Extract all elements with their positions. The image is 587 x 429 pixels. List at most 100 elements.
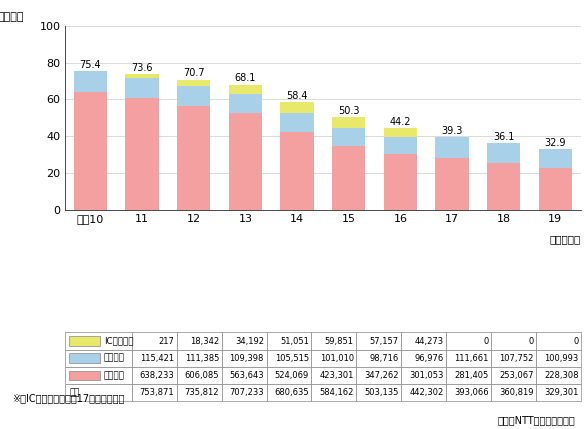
Text: 228,308: 228,308 xyxy=(544,371,579,380)
Bar xyxy=(266,332,312,350)
Bar xyxy=(73,92,107,210)
Text: 109,398: 109,398 xyxy=(230,354,264,363)
Bar xyxy=(356,332,402,350)
Text: 0: 0 xyxy=(573,337,579,345)
Bar xyxy=(131,384,177,401)
Bar xyxy=(536,332,581,350)
Bar xyxy=(222,384,266,401)
Bar xyxy=(125,98,159,210)
Text: 111,385: 111,385 xyxy=(185,354,219,363)
Text: 73.6: 73.6 xyxy=(131,63,153,73)
Text: 253,067: 253,067 xyxy=(499,371,534,380)
Bar xyxy=(402,332,446,350)
Bar xyxy=(312,350,356,367)
Bar xyxy=(536,367,581,384)
Bar xyxy=(266,367,312,384)
Text: 59,851: 59,851 xyxy=(325,337,354,345)
Text: 57,157: 57,157 xyxy=(370,337,399,345)
Text: アナログ: アナログ xyxy=(104,371,125,380)
Text: 347,262: 347,262 xyxy=(365,371,399,380)
Bar xyxy=(131,367,177,384)
Text: 115,421: 115,421 xyxy=(140,354,174,363)
Text: 105,515: 105,515 xyxy=(275,354,309,363)
Bar xyxy=(266,350,312,367)
Text: 68.1: 68.1 xyxy=(235,73,256,83)
Bar xyxy=(177,332,222,350)
Text: 735,812: 735,812 xyxy=(184,388,219,397)
Text: 111,661: 111,661 xyxy=(454,354,488,363)
Text: 503,135: 503,135 xyxy=(365,388,399,397)
Bar xyxy=(222,350,266,367)
Text: 393,066: 393,066 xyxy=(454,388,488,397)
Bar xyxy=(536,350,581,367)
Bar xyxy=(65,332,131,350)
Bar xyxy=(356,384,402,401)
Text: 96,976: 96,976 xyxy=(414,354,444,363)
Bar xyxy=(280,113,314,132)
Text: 44.2: 44.2 xyxy=(390,117,411,127)
Text: ※　ICカード型は平成17年度末で終了: ※ ICカード型は平成17年度末で終了 xyxy=(12,393,124,403)
Bar xyxy=(125,74,159,78)
Text: 707,233: 707,233 xyxy=(230,388,264,397)
Text: 東・西NTT資料により作成: 東・西NTT資料により作成 xyxy=(498,416,575,426)
Text: 58.4: 58.4 xyxy=(286,91,308,101)
Bar xyxy=(228,85,262,94)
Bar xyxy=(177,367,222,384)
Text: 563,643: 563,643 xyxy=(230,371,264,380)
Bar xyxy=(69,353,100,363)
Text: 98,716: 98,716 xyxy=(370,354,399,363)
Bar xyxy=(69,336,100,346)
Bar xyxy=(538,149,572,168)
Text: 638,233: 638,233 xyxy=(139,371,174,380)
Text: 44,273: 44,273 xyxy=(414,337,444,345)
Bar xyxy=(538,168,572,210)
Text: 423,301: 423,301 xyxy=(319,371,354,380)
Bar xyxy=(332,146,366,210)
Bar xyxy=(435,158,469,210)
Bar xyxy=(491,384,536,401)
Bar xyxy=(131,350,177,367)
Bar xyxy=(69,371,100,380)
Text: 100,993: 100,993 xyxy=(544,354,579,363)
Bar xyxy=(446,384,491,401)
Text: （年度末）: （年度末） xyxy=(550,234,581,244)
Bar xyxy=(65,350,131,367)
Bar xyxy=(65,367,131,384)
Text: 329,301: 329,301 xyxy=(544,388,579,397)
Bar xyxy=(446,367,491,384)
Text: 0: 0 xyxy=(528,337,534,345)
Bar xyxy=(131,332,177,350)
Text: 70.7: 70.7 xyxy=(183,68,204,79)
Text: 753,871: 753,871 xyxy=(140,388,174,397)
Bar xyxy=(177,384,222,401)
Bar xyxy=(383,154,417,210)
Bar xyxy=(177,106,211,210)
Bar xyxy=(536,384,581,401)
Bar xyxy=(280,132,314,210)
Text: 101,010: 101,010 xyxy=(320,354,354,363)
Text: 36.1: 36.1 xyxy=(493,132,514,142)
Bar xyxy=(356,367,402,384)
Text: 75.4: 75.4 xyxy=(80,60,101,70)
Bar xyxy=(312,332,356,350)
Text: 524,069: 524,069 xyxy=(275,371,309,380)
Text: 50.3: 50.3 xyxy=(338,106,359,116)
Text: （万台）: （万台） xyxy=(0,12,24,22)
Bar xyxy=(312,367,356,384)
Text: 107,752: 107,752 xyxy=(499,354,534,363)
Bar xyxy=(491,350,536,367)
Text: 680,635: 680,635 xyxy=(274,388,309,397)
Text: 34,192: 34,192 xyxy=(235,337,264,345)
Bar xyxy=(383,136,417,154)
Bar xyxy=(125,78,159,98)
Bar xyxy=(222,367,266,384)
Text: 51,051: 51,051 xyxy=(280,337,309,345)
Text: 合計: 合計 xyxy=(70,388,80,397)
Bar xyxy=(177,86,211,106)
Text: 18,342: 18,342 xyxy=(190,337,219,345)
Text: 301,053: 301,053 xyxy=(409,371,444,380)
Bar xyxy=(491,367,536,384)
Bar xyxy=(487,163,521,210)
Text: 360,819: 360,819 xyxy=(499,388,534,397)
Text: 606,085: 606,085 xyxy=(184,371,219,380)
